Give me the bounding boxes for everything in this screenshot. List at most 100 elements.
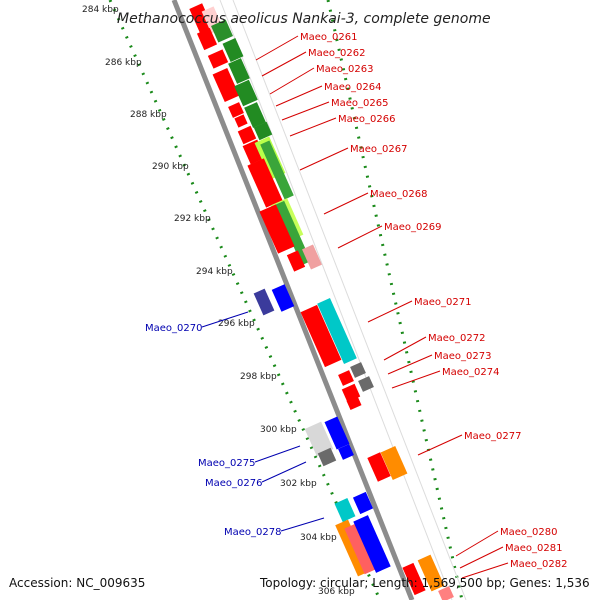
gene-label-forward[interactable]: Maeo_0277 bbox=[464, 431, 521, 442]
genome-backbone bbox=[171, 0, 415, 600]
cds-block-forward bbox=[300, 304, 342, 368]
gene-label-forward[interactable]: Maeo_0281 bbox=[505, 543, 562, 554]
gene-label-forward[interactable]: Maeo_0264 bbox=[324, 82, 381, 93]
label-leader-line bbox=[201, 311, 249, 328]
label-leader-line bbox=[337, 225, 383, 249]
label-leader-line bbox=[261, 461, 307, 483]
gene-label-forward[interactable]: Maeo_0269 bbox=[384, 222, 441, 233]
label-leader-line bbox=[383, 336, 427, 361]
tick-label: 298 kbp bbox=[240, 372, 277, 382]
map-title: Methanococcus aeolicus Nankai-3, complet… bbox=[117, 11, 491, 27]
cds-block-forward bbox=[344, 523, 376, 575]
gene-label-forward[interactable]: Maeo_0263 bbox=[316, 64, 373, 75]
accession-text: Accession: NC_009635 bbox=[9, 576, 145, 590]
cds-block-reverse bbox=[352, 491, 374, 515]
tick-label: 292 kbp bbox=[174, 214, 211, 224]
cds-block-forward bbox=[338, 370, 354, 386]
gene-label-forward[interactable]: Maeo_0261 bbox=[300, 32, 357, 43]
label-leader-line bbox=[417, 434, 463, 456]
label-leader-line bbox=[323, 192, 369, 215]
feature-block-orange bbox=[380, 446, 408, 480]
feature-block-cyan bbox=[317, 298, 357, 364]
gene-label-forward[interactable]: Maeo_0265 bbox=[331, 98, 388, 109]
gene-label-reverse[interactable]: Maeo_0270 bbox=[145, 323, 202, 334]
label-leader-line bbox=[289, 117, 337, 137]
label-leader-line bbox=[275, 85, 323, 107]
label-leader-line bbox=[261, 51, 307, 77]
cds-block-forward bbox=[228, 102, 244, 118]
label-leader-line bbox=[391, 370, 441, 389]
label-leader-line bbox=[281, 101, 330, 121]
gene-label-reverse[interactable]: Maeo_0276 bbox=[205, 478, 262, 489]
gene-label-forward[interactable]: Maeo_0262 bbox=[308, 48, 365, 59]
topology-text: Topology: circular; Length: 1,569,500 bp… bbox=[259, 576, 590, 590]
gene-label-forward[interactable]: Maeo_0272 bbox=[428, 333, 485, 344]
cds-block-forward bbox=[207, 49, 229, 69]
rrna-block bbox=[211, 19, 233, 43]
feature-block-green bbox=[275, 200, 311, 266]
cds-block-forward bbox=[234, 114, 248, 128]
cds-block-reverse bbox=[353, 515, 391, 573]
feature-block-gray bbox=[358, 376, 374, 392]
feature-block-green bbox=[260, 140, 294, 200]
lane-separator bbox=[232, 0, 467, 600]
feature-block-gray bbox=[350, 362, 366, 378]
feature-block-cyan bbox=[334, 498, 356, 522]
cds-block-reverse bbox=[253, 288, 275, 316]
position-ticks: 284 kbp 286 kbp 288 kbp 290 kbp 292 kbp 294 k… bbox=[82, 5, 355, 597]
tick-label: 300 kbp bbox=[260, 425, 297, 435]
label-leader-line bbox=[255, 35, 299, 61]
tick-label: 296 kbp bbox=[218, 319, 255, 329]
gene-label-reverse[interactable]: Maeo_0278 bbox=[224, 527, 281, 538]
rrna-block bbox=[228, 58, 250, 84]
cds-block-forward bbox=[346, 395, 362, 411]
label-leader-line bbox=[455, 530, 499, 557]
rrna-block bbox=[234, 79, 258, 107]
cds-block-forward bbox=[367, 452, 391, 482]
cds-block-forward bbox=[438, 586, 454, 600]
tick-label: 288 kbp bbox=[130, 110, 167, 120]
feature-block-lightgray bbox=[304, 421, 334, 457]
rrna-block bbox=[244, 102, 266, 128]
tick-label: 294 kbp bbox=[196, 267, 233, 277]
cds-block-forward bbox=[259, 204, 295, 254]
label-leader-line bbox=[280, 517, 325, 532]
gene-label-forward[interactable]: Maeo_0266 bbox=[338, 114, 395, 125]
tick-label: 306 kbp bbox=[318, 587, 355, 597]
tick-label: 286 kbp bbox=[105, 58, 142, 68]
label-leader-line bbox=[269, 67, 315, 95]
tick-label: 304 kbp bbox=[300, 533, 337, 543]
feature-block-orange bbox=[417, 554, 445, 592]
cds-block-forward bbox=[189, 3, 213, 33]
rrna-block bbox=[222, 38, 244, 62]
cds-block-forward bbox=[247, 158, 283, 208]
lane-separator bbox=[219, 0, 453, 600]
feature-block-pink bbox=[302, 244, 322, 270]
cds-block-forward bbox=[212, 68, 240, 102]
cds-block-reverse bbox=[271, 284, 295, 312]
feature-track bbox=[189, 3, 454, 600]
gene-label-reverse[interactable]: Maeo_0275 bbox=[198, 458, 255, 469]
label-leader-line bbox=[254, 445, 301, 463]
gene-label-forward[interactable]: Maeo_0267 bbox=[350, 144, 407, 155]
label-leader-line bbox=[461, 562, 509, 579]
cds-block-reverse bbox=[324, 416, 350, 450]
label-leader-line bbox=[459, 546, 504, 569]
rrna-block bbox=[253, 121, 273, 141]
label-leader-line bbox=[299, 147, 349, 171]
gene-label-forward[interactable]: Maeo_0280 bbox=[500, 527, 557, 538]
gene-label-forward[interactable]: Maeo_0274 bbox=[442, 367, 499, 378]
feature-block-gray bbox=[317, 447, 337, 467]
tick-label: 284 kbp bbox=[82, 5, 119, 15]
gene-labels: Maeo_0261 Maeo_0262 Maeo_0263 Maeo_0264 Maeo… bbox=[145, 32, 567, 579]
cds-block-forward bbox=[402, 562, 426, 596]
gene-label-forward[interactable]: Maeo_0273 bbox=[434, 351, 491, 362]
cds-block-forward bbox=[237, 125, 257, 145]
gene-label-forward[interactable]: Maeo_0282 bbox=[510, 559, 567, 570]
tick-label: 302 kbp bbox=[280, 479, 317, 489]
gene-label-forward[interactable]: Maeo_0271 bbox=[414, 297, 471, 308]
cds-block-forward bbox=[286, 250, 306, 272]
cds-block-forward bbox=[196, 27, 218, 51]
gene-label-forward[interactable]: Maeo_0268 bbox=[370, 189, 427, 200]
